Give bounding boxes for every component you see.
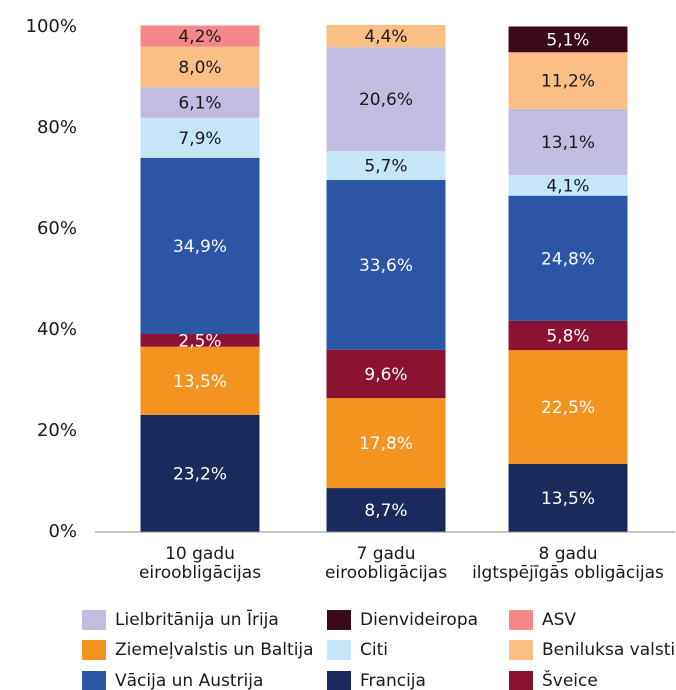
bar-segment — [508, 195, 628, 321]
value-label: 6,1% — [178, 93, 221, 113]
bar-segment — [140, 117, 260, 158]
legend-label: Francija — [360, 671, 426, 690]
value-label: 24,8% — [541, 249, 595, 269]
legend-label: Vācija un Austrija — [115, 671, 263, 690]
y-tick-label: 60% — [37, 218, 77, 239]
value-label: 9,6% — [364, 365, 407, 385]
bar-segment — [326, 151, 446, 181]
legend-swatch — [327, 671, 351, 690]
value-label: 11,2% — [541, 72, 595, 92]
value-label: 4,2% — [178, 27, 221, 47]
bar-segment — [326, 488, 446, 532]
bar-segment — [140, 46, 260, 88]
bar-segment — [140, 334, 260, 347]
value-label: 4,4% — [364, 27, 407, 47]
value-label: 4,1% — [546, 176, 589, 196]
value-label: 22,5% — [541, 398, 595, 418]
legend-swatch — [82, 640, 106, 660]
value-label: 20,6% — [359, 90, 413, 110]
value-label: 13,5% — [541, 489, 595, 509]
value-label: 34,9% — [173, 237, 227, 257]
y-tick-label: 80% — [37, 117, 77, 138]
legend-swatch — [327, 610, 351, 630]
value-label: 13,1% — [541, 133, 595, 153]
value-label: 5,7% — [364, 157, 407, 177]
bar-segment — [326, 398, 446, 489]
legend-label: ASV — [542, 610, 576, 630]
bar-segment — [508, 350, 628, 464]
bar-segment — [326, 180, 446, 350]
legend-swatch — [327, 640, 351, 660]
y-tick-label: 100% — [26, 16, 77, 37]
legend-label: Lielbritānija un Īrija — [115, 608, 279, 630]
y-tick-label: 40% — [37, 319, 77, 340]
bar-segment — [140, 414, 260, 532]
value-label: 33,6% — [359, 256, 413, 276]
legend-swatch — [509, 640, 533, 660]
bar-segment — [140, 25, 260, 47]
x-tick-label: 7 gadu eiroobligācijas — [325, 544, 447, 583]
x-tick-label: 10 gadu eiroobligācijas — [139, 544, 261, 583]
bar-segment — [508, 463, 628, 532]
bar-segment — [508, 320, 628, 351]
value-label: 5,8% — [546, 327, 589, 347]
bar-segment — [140, 157, 260, 335]
bar-segment — [508, 52, 628, 109]
bar-segment — [140, 87, 260, 118]
legend-swatch — [82, 671, 106, 690]
legend-swatch — [509, 671, 533, 690]
value-label: 5,1% — [546, 30, 589, 50]
value-label: 13,5% — [173, 372, 227, 392]
value-label: 8,0% — [178, 58, 221, 78]
legend-swatch — [82, 610, 106, 630]
bar-segment — [326, 24, 446, 48]
value-label: 8,7% — [364, 501, 407, 521]
legend-label: Dienvideiropa — [360, 610, 478, 630]
legend-label: Ziemeļvalstis un Baltija — [115, 640, 314, 660]
value-label: 2,5% — [178, 331, 221, 351]
legend-swatch — [509, 610, 533, 630]
x-tick-label: 8 gadu ilgtspējīgās obligācijas — [472, 544, 664, 583]
legend-label: Citi — [360, 640, 388, 660]
bar-segment — [326, 349, 446, 399]
bar-segment — [508, 26, 628, 53]
bar-segment — [508, 108, 628, 175]
value-label: 23,2% — [173, 464, 227, 484]
bar-segment — [140, 346, 260, 415]
legend-label: Šveice — [542, 669, 598, 690]
bar-segment — [326, 47, 446, 152]
legend-label: Beniluksa valstis — [542, 640, 676, 660]
bar-segment — [508, 174, 628, 196]
y-tick-label: 0% — [48, 521, 77, 542]
value-label: 7,9% — [178, 129, 221, 149]
y-tick-label: 20% — [37, 420, 77, 441]
value-label: 17,8% — [359, 434, 413, 454]
